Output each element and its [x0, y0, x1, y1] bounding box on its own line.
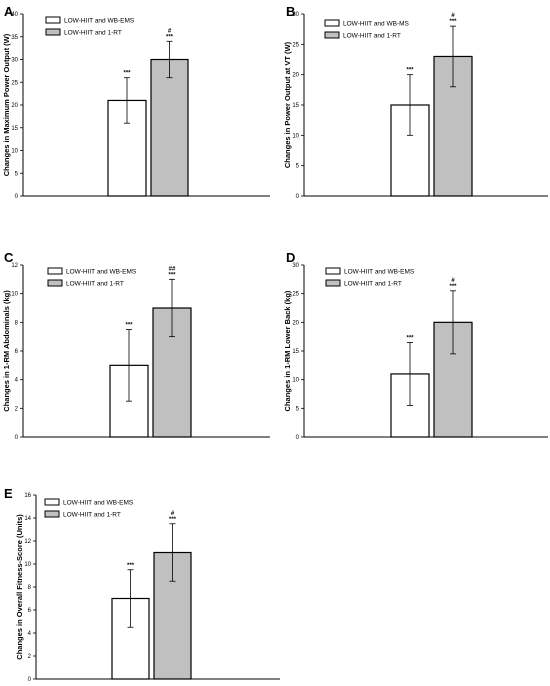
- y-tick-label: 25: [292, 292, 299, 298]
- y-tick-label: 0: [296, 435, 300, 441]
- y-tick-label: 10: [24, 562, 31, 568]
- bar-2: [150, 58, 189, 197]
- y-tick-label: 25: [292, 42, 299, 48]
- y-tick-label: 10: [292, 133, 299, 139]
- significance-mark: ***: [406, 335, 414, 341]
- y-axis-label: Changes in 1-RM Abdominals (kg): [2, 290, 11, 412]
- legend-swatch-1: [44, 498, 60, 506]
- y-tick-label: 30: [292, 12, 299, 18]
- y-tick-label: 30: [11, 58, 18, 64]
- y-tick-label: 0: [28, 677, 32, 683]
- y-axis-label: Changes in Power Output at VT (W): [283, 41, 292, 168]
- legend-label-1: LOW-HIIT and WB-EMS: [344, 269, 415, 276]
- chart-panel-b: B 0 5 10 15 20 25 30 Changes in Power Output at …: [283, 4, 548, 200]
- legend-swatch-1: [324, 19, 340, 27]
- y-tick-label: 30: [292, 263, 299, 269]
- legend-label-1: LOW-HIIT and WB-MS: [343, 21, 410, 28]
- significance-mark: ***: [125, 323, 133, 329]
- significance-mark: ***: [406, 68, 414, 74]
- legend-swatch-2: [44, 510, 60, 518]
- y-tick-label: 15: [292, 349, 299, 355]
- y-tick-label: 12: [24, 539, 31, 545]
- y-tick-label: 16: [24, 493, 31, 499]
- y-tick-label: 2: [28, 654, 32, 660]
- significance-mark: ***: [123, 71, 131, 77]
- panel-letter: A: [4, 4, 14, 19]
- y-axis-label: Changes in Maximum Power Output (W): [2, 33, 11, 176]
- y-tick-label: 12: [11, 263, 18, 269]
- legend-label-2: LOW-HIIT and 1-RT: [64, 30, 122, 37]
- legend-label-1: LOW-HIIT and WB-EMS: [63, 500, 134, 507]
- legend-swatch-2: [324, 31, 340, 39]
- legend-label-2: LOW-HIIT and 1-RT: [344, 281, 402, 288]
- y-tick-label: 10: [292, 378, 299, 384]
- y-tick-label: 0: [296, 194, 300, 200]
- y-tick-label: 4: [15, 378, 19, 384]
- significance-mark: ***: [449, 284, 457, 290]
- y-tick-label: 40: [11, 12, 18, 18]
- significance-hash: #: [171, 511, 175, 517]
- legend-swatch-1: [47, 267, 63, 275]
- y-tick-label: 10: [11, 292, 18, 298]
- y-tick-label: 25: [11, 80, 18, 86]
- y-axis-label: Changes in 1-RM Lower Back (kg): [283, 290, 292, 411]
- panel-letter: B: [286, 4, 295, 19]
- significance-mark: ***: [449, 19, 457, 25]
- significance-mark: ***: [168, 272, 176, 278]
- y-tick-label: 14: [24, 516, 31, 522]
- legend-label-2: LOW-HIIT and 1-RT: [63, 512, 121, 519]
- legend-swatch-2: [45, 28, 61, 36]
- y-tick-label: 20: [292, 320, 299, 326]
- y-tick-label: 5: [296, 164, 300, 170]
- legend-swatch-2: [325, 279, 341, 287]
- significance-mark: ***: [169, 517, 177, 523]
- significance-hash: #: [451, 278, 455, 284]
- y-tick-label: 5: [15, 171, 19, 177]
- significance-hash: #: [451, 13, 455, 19]
- panel-letter: E: [4, 486, 13, 501]
- y-tick-label: 10: [11, 149, 18, 155]
- y-tick-label: 0: [15, 435, 19, 441]
- legend: LOW-HIIT and WB-EMS LOW-HIIT and 1-RT: [44, 498, 134, 519]
- significance-mark: ***: [127, 563, 135, 569]
- legend: LOW-HIIT and WB-EMS LOW-HIIT and 1-RT: [47, 267, 137, 288]
- y-tick-label: 6: [28, 608, 32, 614]
- y-tick-label: 15: [292, 103, 299, 109]
- y-tick-label: 6: [15, 349, 19, 355]
- legend: LOW-HIIT and WB-MS LOW-HIIT and 1-RT: [324, 19, 410, 40]
- y-axis-label: Changes in Overall Fitness-Score (Units): [15, 514, 24, 660]
- y-tick-label: 8: [15, 320, 19, 326]
- panel-letter: C: [4, 250, 14, 265]
- y-tick-label: 5: [296, 406, 300, 412]
- legend-swatch-2: [47, 279, 63, 287]
- y-tick-label: 20: [11, 103, 18, 109]
- y-tick-label: 0: [15, 194, 19, 200]
- legend-swatch-1: [45, 16, 61, 24]
- y-tick-label: 8: [28, 585, 32, 591]
- chart-panel-e: E 0 2 4 6 8 10 12 14 16 Changes in Overall Fitness…: [4, 486, 280, 683]
- panel-letter: D: [286, 250, 295, 265]
- y-tick-label: 15: [11, 126, 18, 132]
- significance-mark: ***: [166, 34, 174, 40]
- chart-panel-a: A 0 5 10 15 20 25 30 35 40 Changes in Maximum Powe…: [2, 4, 270, 200]
- y-tick-label: 35: [11, 35, 18, 41]
- legend-swatch-1: [325, 267, 341, 275]
- significance-hash: #: [168, 28, 172, 34]
- significance-hash: ##: [169, 266, 176, 272]
- legend-label-1: LOW-HIIT and WB-EMS: [66, 269, 137, 276]
- y-tick-label: 2: [15, 406, 19, 412]
- chart-panel-d: D 0 5 10 15 20 25 30 Changes in 1-RM Lower Back …: [283, 250, 548, 441]
- legend-label-2: LOW-HIIT and 1-RT: [343, 33, 401, 40]
- chart-panel-c: C 0 2 4 6 8 10 12 Changes in 1-RM Abdominals (kg…: [2, 250, 270, 441]
- legend-label-2: LOW-HIIT and 1-RT: [66, 281, 124, 288]
- legend: LOW-HIIT and WB-EMS LOW-HIIT and 1-RT: [45, 16, 135, 37]
- y-tick-label: 4: [28, 631, 32, 637]
- legend-label-1: LOW-HIIT and WB-EMS: [64, 18, 135, 25]
- legend: LOW-HIIT and WB-EMS LOW-HIIT and 1-RT: [325, 267, 415, 288]
- y-tick-label: 20: [292, 73, 299, 79]
